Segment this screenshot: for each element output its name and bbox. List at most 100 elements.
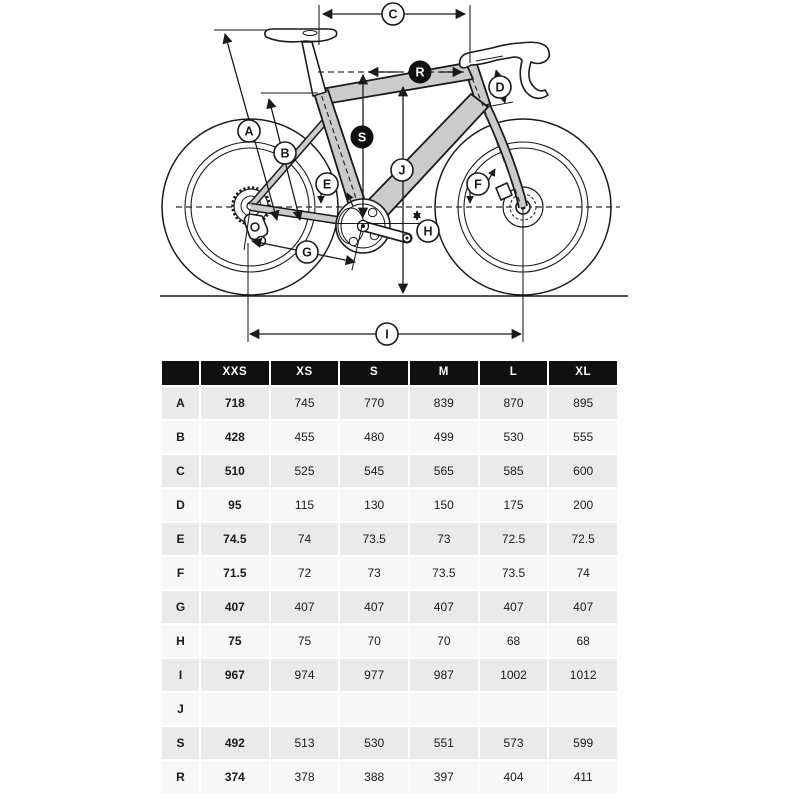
table-row-C: C 510 525 545 565 585 600 [162, 455, 617, 487]
header-corner-cell [162, 361, 199, 385]
value-cell: 718 [201, 387, 269, 419]
size-header-cell: XS [270, 361, 339, 385]
value-cell: 72.5 [549, 523, 617, 555]
steering-axis [465, 61, 522, 206]
value-cell: 745 [270, 387, 339, 419]
value-cell: 73.5 [409, 557, 478, 589]
value-cell [409, 693, 478, 725]
value-cell: 95 [201, 489, 269, 521]
value-cell: 870 [479, 387, 548, 419]
value-cell: 407 [340, 591, 408, 623]
value-cell: 530 [479, 421, 548, 453]
value-cell: 115 [270, 489, 339, 521]
value-cell: 600 [549, 455, 617, 487]
svg-text:E: E [323, 178, 331, 192]
value-cell: 407 [549, 591, 617, 623]
table-row-B: B 428 455 480 499 530 555 [162, 421, 617, 453]
value-cell: 74.5 [201, 523, 269, 555]
size-header-cell: S [340, 361, 408, 385]
table-row-A: A 718 745 770 839 870 895 [162, 387, 617, 419]
table-row-S: S 492 513 530 551 573 599 [162, 727, 617, 759]
svg-text:D: D [495, 81, 504, 95]
value-cell: 71.5 [201, 557, 269, 589]
row-label-cell: H [162, 625, 199, 657]
value-cell: 74 [549, 557, 617, 589]
table-row-J: J [162, 693, 617, 725]
value-cell: 480 [340, 421, 408, 453]
value-cell: 73 [340, 557, 408, 589]
value-cell [340, 693, 408, 725]
value-cell: 72 [270, 557, 339, 589]
value-cell: 513 [270, 727, 339, 759]
value-cell: 585 [479, 455, 548, 487]
svg-text:G: G [302, 246, 312, 260]
table-row-E: E 74.5 74 73.5 73 72.5 72.5 [162, 523, 617, 555]
value-cell: 839 [409, 387, 478, 419]
value-cell: 68 [549, 625, 617, 657]
value-cell: 974 [270, 659, 339, 691]
table-row-H: H 75 75 70 70 68 68 [162, 625, 617, 657]
value-cell: 407 [201, 591, 269, 623]
table-row-R: R 374 378 388 397 404 411 [162, 761, 617, 793]
geometry-label-D: D [488, 75, 512, 99]
geometry-label-I: I [375, 322, 399, 346]
value-cell: 411 [549, 761, 617, 793]
value-cell: 530 [340, 727, 408, 759]
table-row-D: D 95 115 130 150 175 200 [162, 489, 617, 521]
value-cell: 378 [270, 761, 339, 793]
value-cell: 551 [409, 727, 478, 759]
value-cell: 1002 [479, 659, 548, 691]
geometry-label-G: G [295, 240, 319, 264]
row-label-cell: I [162, 659, 199, 691]
size-header-cell: XXS [201, 361, 269, 385]
table-row-G: G 407 407 407 407 407 407 [162, 591, 617, 623]
svg-text:A: A [244, 125, 253, 139]
svg-text:S: S [358, 131, 366, 145]
value-cell [479, 693, 548, 725]
value-cell: 200 [549, 489, 617, 521]
geometry-label-J: J [390, 158, 414, 182]
value-cell: 73.5 [479, 557, 548, 589]
value-cell: 565 [409, 455, 478, 487]
value-cell: 455 [270, 421, 339, 453]
value-cell [270, 693, 339, 725]
value-cell: 404 [479, 761, 548, 793]
value-cell: 407 [409, 591, 478, 623]
size-header-cell: M [409, 361, 478, 385]
frame-main-tubes [313, 61, 492, 234]
size-header-cell: XL [549, 361, 617, 385]
value-cell: 150 [409, 489, 478, 521]
row-label-cell: F [162, 557, 199, 589]
row-label-cell: E [162, 523, 199, 555]
geometry-label-R: R [408, 60, 432, 84]
row-label-cell: C [162, 455, 199, 487]
geometry-label-B: B [273, 141, 297, 165]
svg-text:J: J [399, 164, 406, 178]
value-cell: 70 [340, 625, 408, 657]
geometry-label-C: C [381, 2, 405, 26]
value-cell: 499 [409, 421, 478, 453]
value-cell: 175 [479, 489, 548, 521]
value-cell: 977 [340, 659, 408, 691]
table-header-row: XXS XS S M L XL [162, 361, 617, 385]
svg-text:I: I [385, 328, 388, 342]
row-label-cell: D [162, 489, 199, 521]
geometry-label-A: A [237, 119, 261, 143]
value-cell: 573 [479, 727, 548, 759]
value-cell: 525 [270, 455, 339, 487]
svg-text:H: H [423, 225, 432, 239]
geometry-label-H: H [416, 219, 440, 243]
value-cell: 68 [479, 625, 548, 657]
value-cell: 428 [201, 421, 269, 453]
geometry-label-E: E [315, 172, 339, 196]
value-cell: 599 [549, 727, 617, 759]
geometry-label-F: F [466, 172, 490, 196]
value-cell: 492 [201, 727, 269, 759]
value-cell: 397 [409, 761, 478, 793]
value-cell: 987 [409, 659, 478, 691]
value-cell: 545 [340, 455, 408, 487]
svg-text:C: C [388, 8, 397, 22]
geometry-label-S: S [350, 125, 374, 149]
value-cell: 895 [549, 387, 617, 419]
